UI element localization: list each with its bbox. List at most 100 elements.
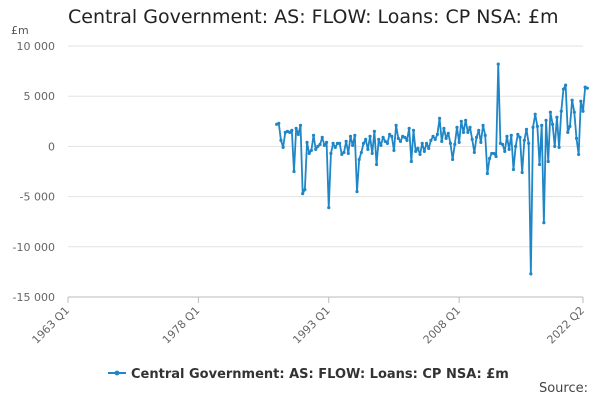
data-point[interactable]	[522, 138, 526, 142]
data-point[interactable]	[501, 142, 505, 146]
data-point[interactable]	[459, 119, 463, 123]
data-point[interactable]	[383, 139, 387, 143]
data-point[interactable]	[281, 145, 285, 149]
data-point[interactable]	[394, 123, 398, 127]
data-point[interactable]	[483, 133, 487, 137]
data-point[interactable]	[405, 138, 409, 142]
data-point[interactable]	[535, 124, 539, 128]
data-point[interactable]	[327, 206, 331, 210]
data-point[interactable]	[446, 131, 450, 135]
data-point[interactable]	[342, 150, 346, 155]
data-point[interactable]	[403, 135, 407, 139]
data-point[interactable]	[548, 110, 553, 114]
data-point[interactable]	[533, 112, 537, 116]
data-point[interactable]	[492, 151, 496, 156]
data-point[interactable]	[440, 139, 444, 143]
data-point[interactable]	[564, 83, 568, 87]
data-point[interactable]	[366, 147, 370, 152]
data-point[interactable]	[418, 152, 422, 157]
data-point[interactable]	[481, 123, 485, 127]
data-point[interactable]	[303, 187, 307, 192]
data-point[interactable]	[346, 151, 350, 156]
data-point[interactable]	[316, 144, 320, 148]
data-point[interactable]	[509, 133, 513, 137]
data-point[interactable]	[388, 132, 392, 136]
data-point[interactable]	[464, 118, 468, 122]
data-point[interactable]	[396, 136, 400, 140]
data-point[interactable]	[433, 137, 437, 141]
data-point[interactable]	[329, 151, 333, 156]
data-point[interactable]	[338, 141, 342, 145]
data-point[interactable]	[451, 157, 455, 162]
data-point[interactable]	[331, 141, 335, 145]
data-point[interactable]	[398, 139, 403, 143]
data-point[interactable]	[453, 142, 457, 146]
data-point[interactable]	[422, 149, 426, 154]
data-point[interactable]	[333, 145, 337, 149]
data-point[interactable]	[309, 148, 313, 153]
data-point[interactable]	[494, 154, 498, 159]
data-point[interactable]	[420, 141, 424, 145]
data-point[interactable]	[442, 126, 446, 130]
data-point[interactable]	[487, 156, 492, 161]
data-point[interactable]	[531, 125, 535, 129]
data-point[interactable]	[411, 128, 416, 132]
data-point[interactable]	[574, 136, 579, 140]
data-point[interactable]	[557, 145, 561, 149]
data-point[interactable]	[555, 115, 559, 119]
data-point[interactable]	[292, 169, 296, 174]
data-point[interactable]	[288, 130, 292, 134]
data-point[interactable]	[320, 135, 324, 139]
data-point[interactable]	[424, 141, 429, 145]
data-point[interactable]	[468, 125, 472, 129]
data-point[interactable]	[568, 124, 572, 128]
data-point[interactable]	[579, 99, 583, 103]
data-point[interactable]	[377, 137, 381, 141]
data-point[interactable]	[364, 137, 368, 141]
data-point[interactable]	[414, 149, 418, 154]
data-point[interactable]	[311, 133, 316, 137]
data-point[interactable]	[340, 152, 344, 157]
data-point[interactable]	[355, 189, 359, 194]
data-point[interactable]	[570, 98, 574, 102]
data-point[interactable]	[431, 134, 435, 138]
data-point[interactable]	[437, 116, 442, 120]
data-point[interactable]	[296, 132, 300, 136]
data-point[interactable]	[277, 121, 281, 125]
data-point[interactable]	[546, 159, 550, 164]
data-point[interactable]	[318, 142, 322, 146]
legend[interactable]: Central Government: AS: FLOW: Loans: CP …	[108, 367, 509, 382]
data-point[interactable]	[566, 130, 570, 134]
data-point[interactable]	[392, 148, 396, 153]
data-point[interactable]	[477, 128, 481, 132]
data-point[interactable]	[301, 191, 305, 196]
data-point[interactable]	[466, 130, 470, 134]
data-point[interactable]	[581, 109, 585, 113]
data-point[interactable]	[537, 162, 542, 167]
data-point[interactable]	[524, 127, 529, 131]
data-point[interactable]	[455, 125, 459, 129]
data-point[interactable]	[448, 141, 453, 145]
data-point[interactable]	[511, 167, 516, 172]
data-point[interactable]	[298, 123, 303, 127]
data-point[interactable]	[474, 135, 479, 139]
data-point[interactable]	[348, 134, 353, 138]
data-point[interactable]	[370, 151, 374, 156]
data-point[interactable]	[444, 136, 448, 140]
data-point[interactable]	[368, 134, 372, 138]
data-point[interactable]	[290, 128, 294, 132]
legend-label[interactable]: Central Government: AS: FLOW: Loans: CP …	[131, 367, 509, 382]
data-point[interactable]	[416, 146, 420, 151]
data-point[interactable]	[429, 138, 433, 142]
data-point[interactable]	[372, 129, 376, 133]
data-point[interactable]	[307, 151, 311, 156]
data-point[interactable]	[374, 162, 379, 167]
data-point[interactable]	[550, 122, 555, 126]
data-point[interactable]	[505, 134, 509, 138]
data-point[interactable]	[527, 141, 531, 145]
data-point[interactable]	[314, 147, 318, 152]
data-point[interactable]	[561, 87, 566, 91]
data-point[interactable]	[470, 137, 474, 141]
data-point[interactable]	[324, 140, 329, 144]
data-point[interactable]	[409, 159, 413, 164]
